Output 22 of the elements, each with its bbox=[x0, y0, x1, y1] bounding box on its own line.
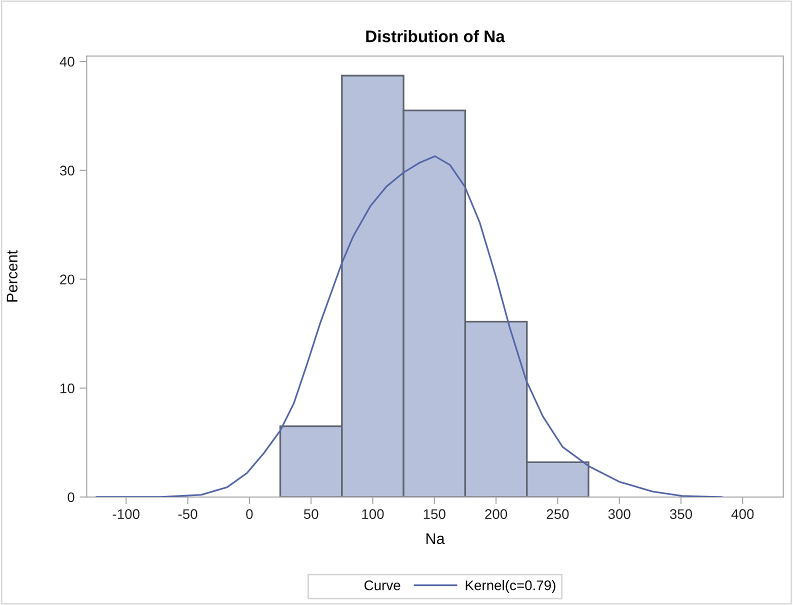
chart-title: Distribution of Na bbox=[366, 30, 506, 42]
x-tick-label: -100 bbox=[112, 509, 140, 520]
x-tick-label: 200 bbox=[485, 509, 508, 520]
x-tick-label: 100 bbox=[362, 509, 384, 520]
x-tick-label: 300 bbox=[608, 509, 630, 520]
x-tick-label: 400 bbox=[731, 509, 754, 520]
x-tick-label: 250 bbox=[546, 509, 569, 520]
x-tick-label: -50 bbox=[178, 509, 198, 520]
legend-label: Kernel(c=0.79) bbox=[466, 580, 556, 594]
x-tick-label: 50 bbox=[304, 509, 318, 520]
y-tick-label: 0 bbox=[68, 492, 74, 502]
y-tick-label: 30 bbox=[60, 166, 74, 176]
y-tick-label: 20 bbox=[60, 274, 74, 284]
y-tick-label: 40 bbox=[60, 56, 74, 67]
line-series bbox=[96, 155, 723, 498]
y-tick-label: 10 bbox=[60, 383, 74, 394]
x-tick-label: 150 bbox=[424, 509, 446, 520]
y-axis-title: Percent bbox=[6, 250, 18, 302]
x-axis-title: Na bbox=[426, 533, 445, 544]
legend-title: Curve bbox=[364, 580, 400, 590]
x-tick-label: 350 bbox=[670, 509, 692, 520]
x-tick-label: 0 bbox=[246, 509, 253, 520]
